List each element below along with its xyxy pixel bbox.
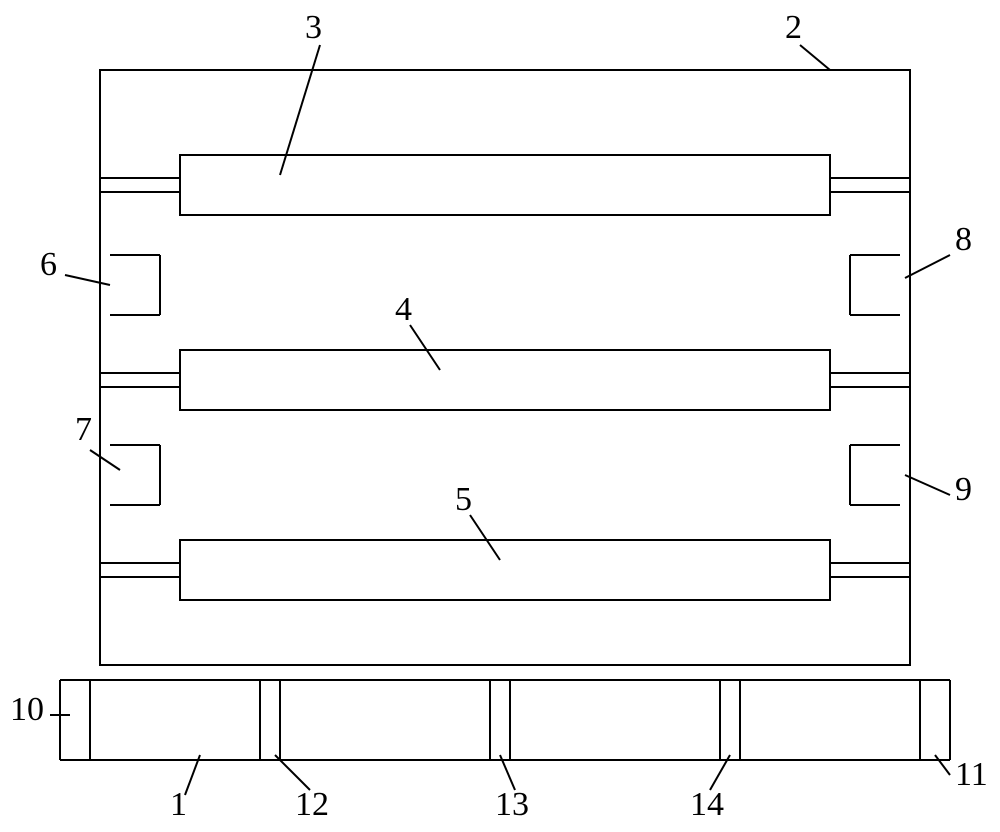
label-c9: 9 bbox=[955, 471, 972, 508]
label-c2: 2 bbox=[785, 9, 802, 46]
label-c13: 13 bbox=[495, 786, 529, 823]
label-c7: 7 bbox=[75, 411, 92, 448]
leader-c6 bbox=[65, 275, 110, 285]
label-c5: 5 bbox=[455, 481, 472, 518]
outer-box bbox=[100, 70, 910, 665]
leader-c8 bbox=[905, 255, 950, 278]
label-c10: 10 bbox=[10, 691, 44, 728]
label-c3: 3 bbox=[305, 9, 322, 46]
leader-c9 bbox=[905, 475, 950, 495]
label-c8: 8 bbox=[955, 221, 972, 258]
label-c14: 14 bbox=[690, 786, 724, 823]
slot-1 bbox=[180, 155, 830, 215]
label-c4: 4 bbox=[395, 291, 412, 328]
slot-3 bbox=[180, 540, 830, 600]
label-c12: 12 bbox=[295, 786, 329, 823]
leader-c2 bbox=[800, 45, 830, 70]
label-c11: 11 bbox=[955, 756, 988, 793]
leader-c5 bbox=[470, 515, 500, 560]
label-c1: 1 bbox=[170, 786, 187, 823]
slot-2 bbox=[180, 350, 830, 410]
label-c6: 6 bbox=[40, 246, 57, 283]
leader-c4 bbox=[410, 325, 440, 370]
leader-c7 bbox=[90, 450, 120, 470]
leader-c11 bbox=[935, 755, 950, 775]
